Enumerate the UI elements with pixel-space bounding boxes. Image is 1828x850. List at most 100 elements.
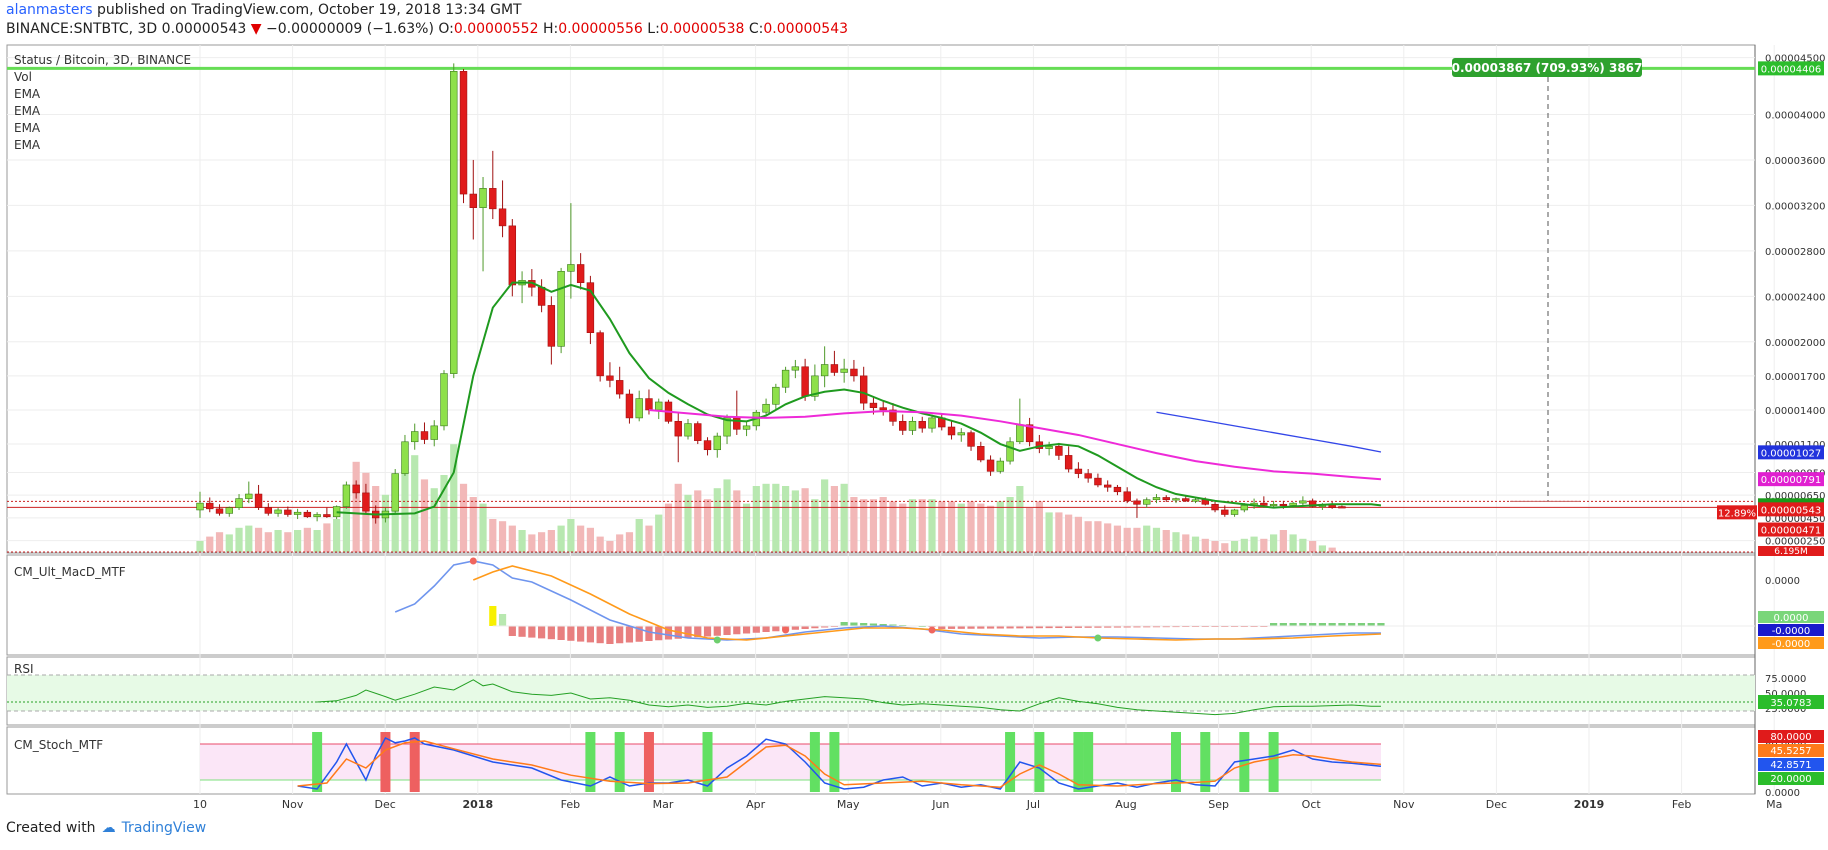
candle-body <box>215 508 224 514</box>
candle-body <box>986 459 995 472</box>
stoch-signal-bar <box>1005 732 1016 792</box>
stoch-signal-bar <box>1073 732 1084 792</box>
volume-tag-label: 6.195M <box>1774 547 1808 557</box>
author-link[interactable]: alanmasters <box>6 2 93 18</box>
volume-bar <box>1133 527 1141 552</box>
time-tick-label: Feb <box>1672 798 1691 811</box>
volume-bar <box>586 527 594 552</box>
candle-body <box>908 421 917 431</box>
macd-cross-dot <box>1094 634 1102 642</box>
candle-body <box>820 364 829 377</box>
volume-bar <box>479 503 487 552</box>
macd-histogram-bar <box>821 626 829 628</box>
candle-body <box>1152 497 1161 501</box>
candle-body <box>889 409 897 422</box>
time-tick-label: Jun <box>931 798 949 811</box>
macd-histogram-bar <box>1152 626 1161 628</box>
candle-body <box>1230 509 1239 515</box>
candle-body <box>1240 505 1249 511</box>
volume-bar <box>1260 538 1268 552</box>
volume-bar <box>801 488 809 552</box>
candle-body <box>977 446 985 461</box>
tradingview-link[interactable]: TradingView <box>121 820 207 836</box>
stoch-tag <box>1758 730 1824 743</box>
candle-body <box>879 407 887 411</box>
candle-body <box>996 460 1005 472</box>
volume-bar <box>625 532 634 552</box>
candle-body <box>791 366 800 371</box>
candle-body <box>225 507 233 514</box>
candle-body <box>742 425 751 430</box>
candle-body <box>557 271 565 347</box>
candle-body <box>596 332 604 377</box>
candle-body <box>1133 500 1141 505</box>
candle-body <box>674 421 682 437</box>
volume-bar <box>957 503 965 552</box>
candle-body <box>567 264 575 272</box>
candle-body <box>264 507 273 514</box>
candle-body <box>459 71 468 195</box>
stoch-signal-bar <box>1083 732 1094 792</box>
volume-bar <box>1191 536 1200 552</box>
volume-bar <box>450 444 458 552</box>
pane-frame <box>6 44 1756 554</box>
stoch-tag-label: 20.0000 <box>1770 774 1811 785</box>
macd-histogram-bar <box>508 626 516 636</box>
price-tag <box>1758 502 1824 517</box>
volume-bar <box>401 466 409 552</box>
candle-body <box>1289 502 1297 506</box>
candle-body <box>1084 473 1092 479</box>
macd-cross-dot <box>782 626 790 634</box>
volume-bar <box>1230 541 1239 552</box>
volume-bar <box>635 519 643 552</box>
volume-bar <box>703 499 712 552</box>
macd-tag-label: -0.0000 <box>1772 639 1811 650</box>
time-tick-label: May <box>837 798 860 811</box>
candle-body <box>440 373 448 427</box>
candle-body <box>606 375 614 381</box>
macd-tick-label: 0.0000 <box>1765 576 1800 587</box>
macd-histogram-bar <box>762 626 770 632</box>
down-arrow-icon: ▼ <box>250 21 262 37</box>
candle-body <box>537 286 546 306</box>
measure-label: 0.00003867 (709.93%) 3867 <box>1452 61 1643 75</box>
macd-histogram-bar <box>1035 626 1043 629</box>
volume-bar <box>840 483 848 552</box>
price-tick-label: 0.00004000 <box>1765 111 1825 122</box>
time-tick-label: Sep <box>1208 798 1229 811</box>
legend-item: EMA <box>14 104 41 118</box>
volume-bar <box>342 501 350 552</box>
time-tick-label: Ma <box>1766 798 1782 811</box>
macd-histogram-bar <box>1162 626 1170 628</box>
volume-bar <box>742 503 751 552</box>
volume-bar <box>762 483 770 552</box>
candle-body <box>1260 502 1268 506</box>
volume-bar <box>313 530 321 552</box>
macd-histogram-bar <box>957 626 965 629</box>
legend-item: EMA <box>14 138 41 152</box>
candle-body <box>1123 491 1131 502</box>
pane-frame <box>6 554 1756 656</box>
volume-bar <box>1250 536 1258 552</box>
macd-histogram-bar <box>489 606 497 626</box>
macd-histogram-bar <box>586 626 594 643</box>
volume-bar <box>1172 532 1180 552</box>
tradingview-logo-icon: ☁ <box>101 820 116 836</box>
macd-histogram-bar <box>518 626 526 637</box>
time-tick-label: Dec <box>1486 798 1507 811</box>
candle-body <box>1113 486 1122 493</box>
time-tick-label: Aug <box>1115 798 1136 811</box>
candle-body <box>859 375 868 404</box>
volume-bar <box>1289 534 1297 552</box>
macd-histogram-bar <box>1074 626 1082 628</box>
rsi-tag <box>1758 695 1824 709</box>
macd-cross-dot <box>469 557 477 565</box>
volume-bar <box>333 519 341 552</box>
volume-bar <box>284 532 292 552</box>
macd-histogram-bar <box>1143 626 1151 628</box>
macd-tag <box>1758 611 1824 623</box>
price-tag-label: 0.00000791 <box>1761 475 1821 486</box>
candle-body <box>1172 498 1180 501</box>
volume-bar <box>830 486 838 552</box>
